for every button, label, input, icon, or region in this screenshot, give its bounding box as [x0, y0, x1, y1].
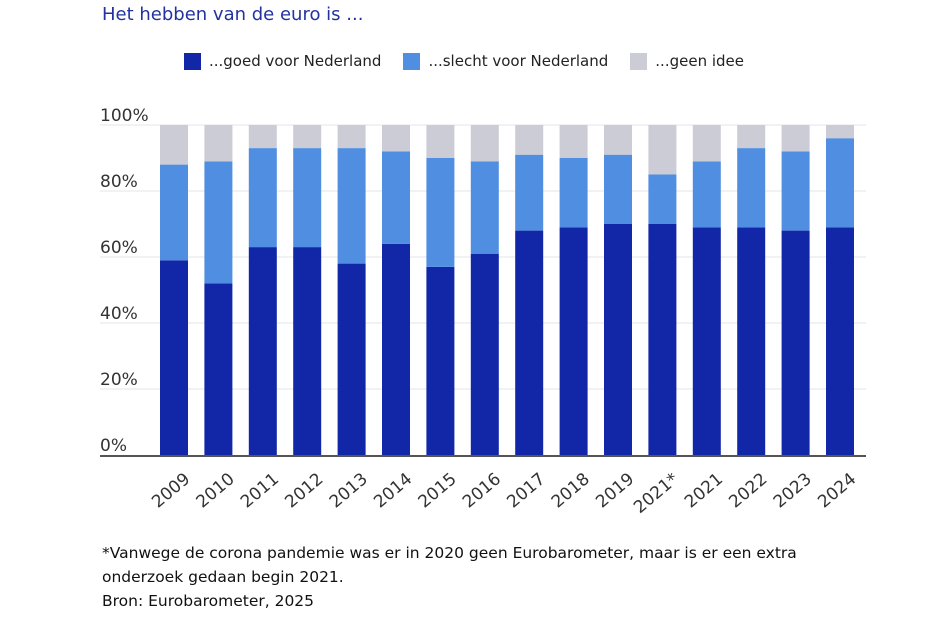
legend-item-goed: ...goed voor Nederland	[183, 52, 382, 70]
y-tick-label: 100%	[100, 106, 149, 126]
x-tick-label: 2024	[814, 469, 860, 512]
bar-segment	[781, 125, 810, 152]
x-tick-label: 2021	[681, 469, 727, 512]
bar-segment	[648, 224, 677, 455]
legend-swatch	[183, 52, 201, 70]
bar-segment	[426, 266, 455, 455]
bar-segment	[204, 161, 233, 284]
x-tick-label: 2019	[592, 469, 638, 512]
legend-swatch	[403, 52, 421, 70]
bar-segment	[470, 161, 499, 254]
bar-segment	[692, 227, 721, 455]
bar-segment	[470, 125, 499, 162]
bar-segment	[648, 125, 677, 175]
legend: ...goed voor Nederland ...slecht voor Ne…	[0, 52, 928, 70]
source-text: Bron: Eurobarometer, 2025	[102, 592, 315, 610]
y-tick-label: 80%	[100, 172, 138, 192]
y-tick-label: 40%	[100, 304, 138, 324]
footnote-line: *Vanwege de corona pandemie was er in 20…	[102, 544, 797, 562]
bar-segment	[826, 138, 854, 228]
bar-segment	[337, 125, 366, 149]
x-tick-label: 2009	[148, 469, 194, 512]
bar-segment	[737, 148, 766, 228]
bar-segment	[826, 227, 854, 455]
legend-label: ...slecht voor Nederland	[428, 52, 609, 70]
bar-segment	[337, 148, 366, 264]
bar-segment	[515, 125, 544, 155]
bar-segment	[604, 154, 632, 224]
x-tick-label: 2011	[237, 469, 283, 512]
x-tick-label: 2010	[193, 469, 239, 512]
stacked-bar-chart: 0%20%40%60%80%100%2009201020112012201320…	[100, 106, 866, 518]
bar-segment	[604, 224, 632, 455]
footnote-line: onderzoek gedaan begin 2021.	[102, 568, 344, 586]
x-tick-label: 2021*	[630, 469, 683, 518]
bar-segment	[160, 260, 188, 455]
bar-segment	[204, 125, 233, 162]
x-tick-label: 2022	[725, 469, 771, 512]
x-tick-label: 2012	[281, 469, 327, 512]
bar-segment	[160, 164, 188, 261]
legend-swatch	[630, 52, 648, 70]
bar-segment	[293, 247, 322, 455]
bar-segment	[692, 125, 721, 162]
legend-label: ...goed voor Nederland	[208, 52, 382, 70]
bar-segment	[382, 151, 410, 244]
bar-segment	[559, 158, 588, 228]
x-tick-label: 2018	[548, 469, 594, 512]
bar-segment	[293, 148, 322, 248]
bar-segment	[382, 243, 410, 455]
bar-segment	[248, 148, 277, 248]
bar-segment	[293, 125, 322, 149]
bar-segment	[559, 125, 588, 158]
bar-segment	[470, 253, 499, 455]
bar-segment	[248, 247, 277, 455]
y-tick-label: 60%	[100, 238, 138, 258]
bar-segment	[248, 125, 277, 149]
x-tick-label: 2014	[370, 469, 416, 512]
legend-label: ...geen idee	[655, 52, 744, 70]
x-tick-label: 2016	[459, 469, 505, 512]
bar-segment	[826, 125, 854, 139]
bar-segment	[515, 230, 544, 455]
bar-segment	[515, 154, 544, 231]
chart-title: Het hebben van de euro is ...	[102, 4, 364, 25]
bar-segment	[160, 125, 188, 165]
bar-segment	[737, 125, 766, 149]
bar-segment	[737, 227, 766, 455]
x-tick-label: 2017	[503, 469, 549, 512]
bar-segment	[781, 230, 810, 455]
x-tick-label: 2013	[326, 469, 372, 512]
x-tick-label: 2023	[770, 469, 816, 512]
bar-segment	[382, 125, 410, 152]
bar-segment	[648, 174, 677, 224]
bar-segment	[604, 125, 632, 155]
bar-segment	[337, 263, 366, 455]
footnote: *Vanwege de corona pandemie was er in 20…	[102, 541, 797, 613]
legend-item-slecht: ...slecht voor Nederland	[403, 52, 608, 70]
bar-segment	[426, 125, 455, 158]
bar-segment	[781, 151, 810, 231]
bar-segment	[692, 161, 721, 228]
x-tick-label: 2015	[415, 469, 461, 512]
legend-item-geen-idee: ...geen idee	[630, 52, 744, 70]
bar-segment	[559, 227, 588, 455]
y-tick-label: 0%	[100, 436, 127, 456]
bar-segment	[204, 283, 233, 455]
y-tick-label: 20%	[100, 370, 138, 390]
bar-segment	[426, 158, 455, 267]
